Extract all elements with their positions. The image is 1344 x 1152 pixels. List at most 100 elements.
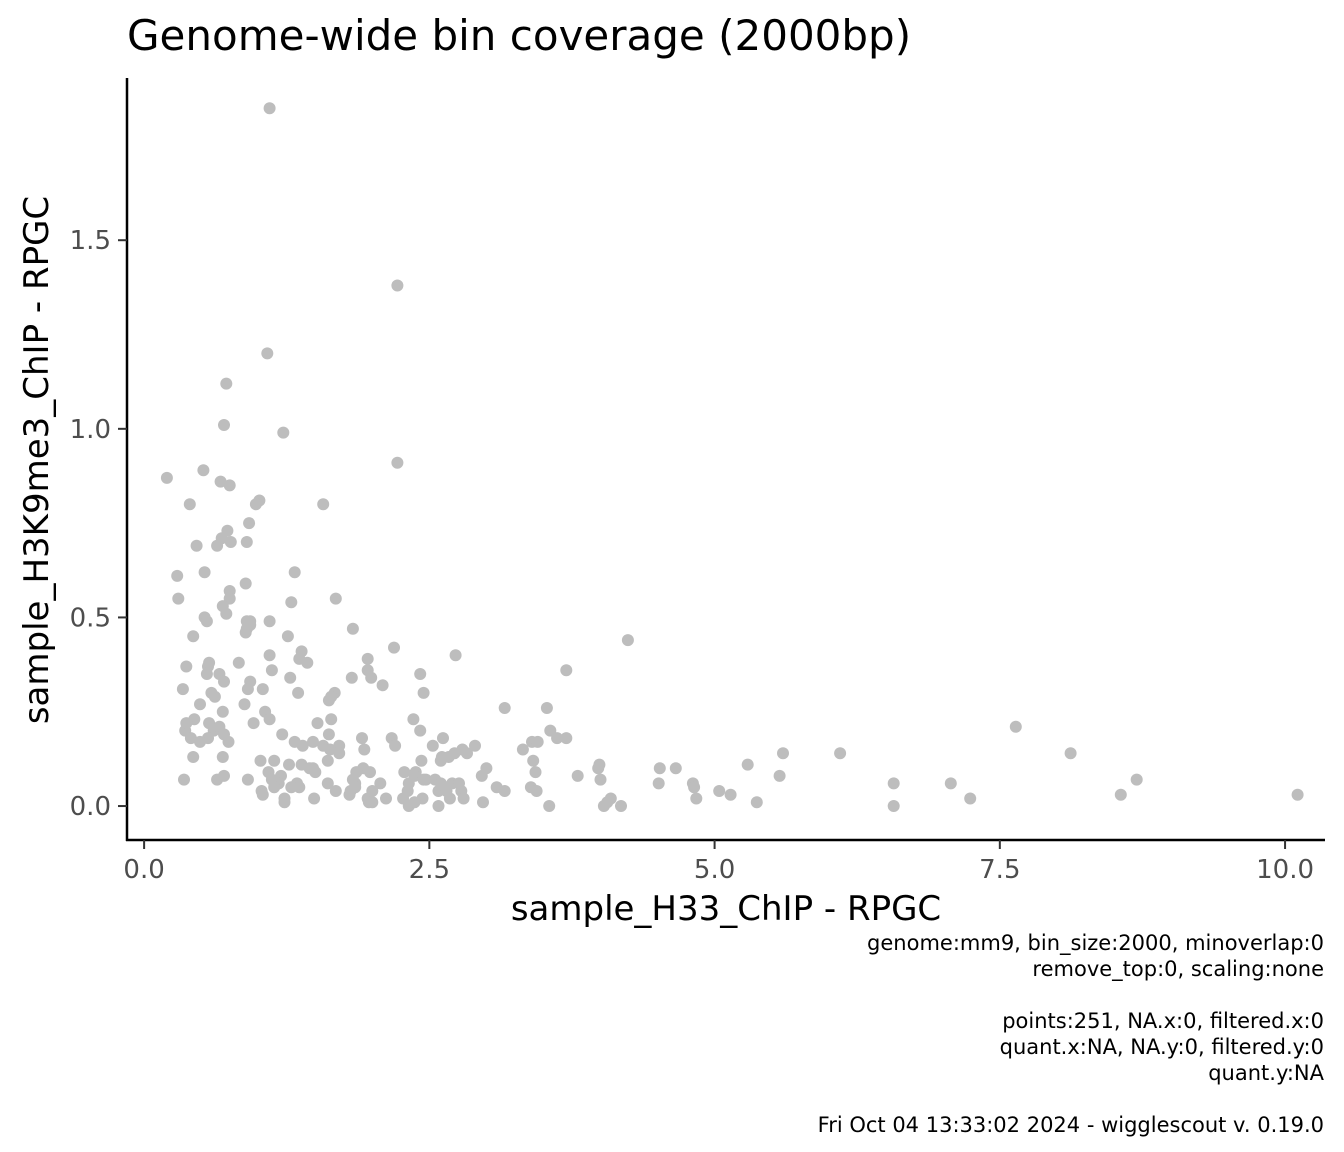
data-point — [197, 464, 209, 476]
data-point — [201, 668, 213, 680]
data-point — [330, 785, 342, 797]
data-point — [283, 759, 295, 771]
data-point — [285, 596, 297, 608]
data-point — [398, 766, 410, 778]
data-point — [358, 744, 370, 756]
caption-line: remove_top:0, scaling:none — [818, 956, 1324, 982]
caption-line: genome:mm9, bin_size:2000, minoverlap:0 — [818, 930, 1324, 956]
caption-line: quant.x:NA, NA.y:0, filtered.y:0 — [818, 1034, 1324, 1060]
data-point — [653, 777, 665, 789]
data-point — [427, 740, 439, 752]
data-point — [834, 747, 846, 759]
data-point — [301, 657, 313, 669]
data-point — [309, 766, 321, 778]
data-point — [433, 800, 445, 812]
data-point — [194, 698, 206, 710]
chart-caption: genome:mm9, bin_size:2000, minoverlap:0 … — [818, 930, 1324, 1138]
data-point — [276, 728, 288, 740]
data-point — [415, 755, 427, 767]
data-point — [307, 736, 319, 748]
data-point — [543, 800, 555, 812]
data-point — [774, 770, 786, 782]
data-point — [551, 732, 563, 744]
data-point — [250, 498, 262, 510]
chart-title: Genome-wide bin coverage (2000bp) — [127, 11, 911, 60]
data-point — [187, 751, 199, 763]
data-point — [233, 657, 245, 669]
data-point — [225, 536, 237, 548]
data-point — [560, 664, 572, 676]
data-point — [199, 566, 211, 578]
data-point — [690, 793, 702, 805]
data-point — [888, 777, 900, 789]
data-point — [531, 785, 543, 797]
data-point — [224, 479, 236, 491]
data-point — [418, 774, 430, 786]
data-point — [344, 789, 356, 801]
data-point — [469, 740, 481, 752]
data-point — [217, 706, 229, 718]
data-point — [688, 781, 700, 793]
data-point — [450, 649, 462, 661]
x-tick-label: 2.5 — [409, 855, 450, 885]
data-point — [264, 713, 276, 725]
data-point — [184, 498, 196, 510]
data-point — [266, 664, 278, 676]
data-point — [437, 732, 449, 744]
data-point — [218, 676, 230, 688]
points-layer — [161, 102, 1304, 812]
data-point — [414, 725, 426, 737]
data-point — [180, 661, 192, 673]
data-point — [248, 717, 260, 729]
data-point — [1065, 747, 1077, 759]
caption-footer: Fri Oct 04 13:33:02 2024 - wigglescout v… — [818, 1112, 1324, 1138]
data-point — [203, 657, 215, 669]
data-point — [380, 793, 392, 805]
y-axis-ticks: 0.0 0.5 1.0 1.5 — [70, 226, 127, 822]
data-point — [615, 800, 627, 812]
data-point — [264, 102, 276, 114]
data-point — [751, 796, 763, 808]
data-point — [670, 762, 682, 774]
data-point — [242, 774, 254, 786]
data-point — [1115, 789, 1127, 801]
data-point — [178, 774, 190, 786]
data-point — [389, 740, 401, 752]
data-point — [323, 694, 335, 706]
x-tick-label: 10.0 — [1256, 855, 1314, 885]
data-point — [322, 755, 334, 767]
data-point — [418, 687, 430, 699]
data-point — [391, 280, 403, 292]
data-point — [366, 796, 378, 808]
data-point — [209, 691, 221, 703]
y-tick-label: 1.0 — [70, 415, 111, 445]
data-point — [347, 623, 359, 635]
data-point — [211, 540, 223, 552]
data-point — [622, 634, 634, 646]
data-point — [243, 517, 255, 529]
data-point — [458, 793, 470, 805]
data-point — [391, 457, 403, 469]
data-point — [362, 653, 374, 665]
data-point — [325, 713, 337, 725]
data-point — [499, 702, 511, 714]
data-point — [593, 759, 605, 771]
data-point — [365, 672, 377, 684]
data-point — [161, 472, 173, 484]
data-point — [725, 789, 737, 801]
x-tick-label: 0.0 — [123, 855, 164, 885]
data-point — [255, 755, 267, 767]
data-point — [257, 789, 269, 801]
data-point — [713, 785, 725, 797]
data-point — [945, 777, 957, 789]
data-point — [223, 736, 235, 748]
data-point — [289, 736, 301, 748]
data-point — [317, 498, 329, 510]
y-tick-label: 0.0 — [70, 792, 111, 822]
data-point — [356, 732, 368, 744]
data-point — [218, 770, 230, 782]
data-point — [333, 747, 345, 759]
data-point — [777, 747, 789, 759]
data-point — [241, 536, 253, 548]
data-point — [477, 796, 489, 808]
